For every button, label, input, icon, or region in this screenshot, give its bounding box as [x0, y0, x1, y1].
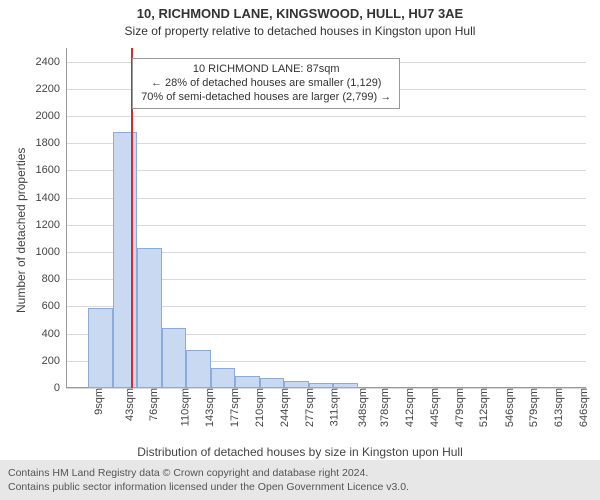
gridline [66, 225, 586, 226]
annotation-line1: 10 RICHMOND LANE: 87sqm [141, 63, 391, 77]
y-axis-label: Number of detached properties [14, 148, 28, 313]
y-tick-label: 0 [54, 382, 60, 394]
histogram-bar [137, 248, 162, 388]
x-tick-label: 378sqm [377, 388, 391, 427]
chart-container: 10, RICHMOND LANE, KINGSWOOD, HULL, HU7 … [0, 0, 600, 500]
histogram-bar [211, 368, 236, 388]
property-annotation: 10 RICHMOND LANE: 87sqm← 28% of detached… [132, 58, 400, 109]
x-tick-label: 512sqm [476, 388, 490, 427]
y-tick-label: 200 [42, 355, 60, 367]
y-tick-label: 2400 [36, 56, 60, 68]
y-axis-line [66, 48, 67, 388]
x-tick-label: 76sqm [146, 388, 160, 421]
x-tick-label: 210sqm [252, 388, 266, 427]
y-tick-label: 600 [42, 300, 60, 312]
x-tick-label: 110sqm [177, 388, 191, 426]
x-tick-label: 277sqm [302, 388, 316, 427]
gridline [66, 143, 586, 144]
x-tick-label: 445sqm [427, 388, 441, 427]
x-tick-label: 479sqm [452, 388, 466, 427]
y-tick-label: 1400 [36, 192, 60, 204]
y-tick-label: 1200 [36, 219, 60, 231]
gridline [66, 116, 586, 117]
chart-title: 10, RICHMOND LANE, KINGSWOOD, HULL, HU7 … [0, 6, 600, 21]
x-tick-label: 646sqm [576, 388, 590, 427]
y-tick-label: 2000 [36, 110, 60, 122]
histogram-bar [235, 376, 260, 388]
histogram-bar [88, 308, 113, 388]
x-tick-label: 143sqm [202, 388, 216, 427]
histogram-bar [113, 132, 138, 388]
histogram-bar [186, 350, 211, 388]
y-tick-label: 400 [42, 328, 60, 340]
histogram-bar [260, 378, 285, 388]
x-tick-label: 579sqm [526, 388, 540, 427]
footer-line-1: Contains HM Land Registry data © Crown c… [8, 466, 592, 480]
x-tick-label: 43sqm [122, 388, 136, 421]
gridline [66, 170, 586, 171]
y-tick-label: 1600 [36, 164, 60, 176]
histogram-bar [284, 381, 309, 388]
histogram-bar [162, 328, 187, 388]
annotation-line3: 70% of semi-detached houses are larger (… [141, 91, 391, 105]
y-tick-label: 1800 [36, 137, 60, 149]
x-tick-label: 412sqm [402, 388, 416, 427]
y-tick-label: 800 [42, 273, 60, 285]
x-tick-label: 177sqm [228, 388, 242, 427]
y-tick-label: 2200 [36, 83, 60, 95]
footer: Contains HM Land Registry data © Crown c… [0, 460, 600, 500]
x-axis-label: Distribution of detached houses by size … [0, 445, 600, 459]
chart-subtitle: Size of property relative to detached ho… [0, 24, 600, 38]
x-tick-label: 348sqm [355, 388, 369, 427]
annotation-line2: ← 28% of detached houses are smaller (1,… [141, 77, 391, 91]
y-tick-label: 1000 [36, 246, 60, 258]
x-tick-label: 9sqm [91, 388, 105, 415]
x-tick-label: 311sqm [326, 388, 340, 426]
footer-line-2: Contains public sector information licen… [8, 480, 592, 494]
x-tick-label: 613sqm [552, 388, 566, 427]
plot-area: 0200400600800100012001400160018002000220… [66, 48, 586, 388]
x-tick-label: 244sqm [277, 388, 291, 427]
x-tick-label: 546sqm [502, 388, 516, 427]
gridline [66, 198, 586, 199]
